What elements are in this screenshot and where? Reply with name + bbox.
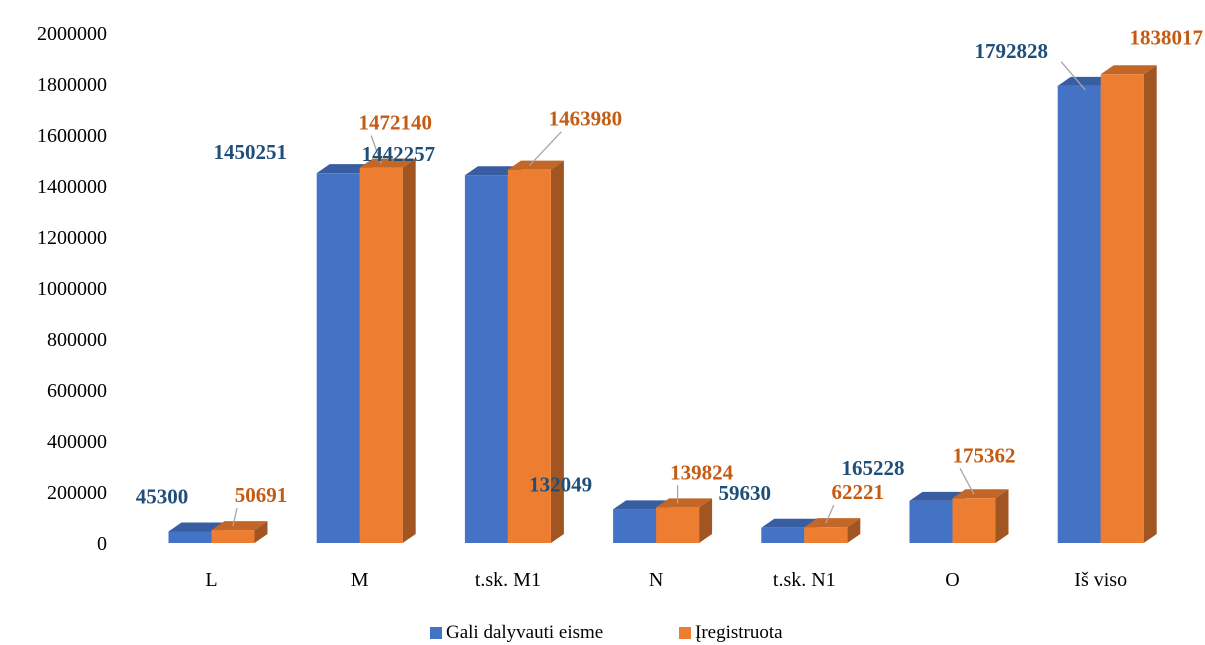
bar-top-face [316, 164, 373, 174]
x-tick-label-4: t.sk. N1 [773, 569, 836, 591]
data-label-iregistruota-5: 175362 [953, 443, 1016, 467]
bar-side-face [995, 489, 1009, 543]
bar-top-face [1057, 76, 1114, 86]
bar-front-face [804, 527, 848, 543]
bar-front-face [1100, 74, 1144, 543]
bar-front-face [464, 175, 508, 543]
bar-front-face [613, 509, 657, 543]
bar-side-face [847, 518, 861, 543]
x-tick-label-0: L [205, 569, 217, 591]
data-label-gali-6: 1792828 [974, 39, 1048, 63]
y-tick-label-0: 0 [97, 533, 107, 555]
bar-top-face [909, 491, 966, 501]
y-tick-label-2: 400000 [47, 431, 107, 453]
bar-iregistruota-3 [656, 498, 713, 543]
data-label-leader-line [825, 504, 835, 524]
plot-area [168, 65, 1157, 544]
bar-top-face [507, 160, 564, 170]
y-tick-label-4: 800000 [47, 329, 107, 351]
data-label-gali-3: 132049 [529, 472, 592, 496]
y-tick-label-8: 1600000 [37, 125, 107, 147]
data-label-gali-5: 165228 [842, 456, 905, 480]
bar-front-face [1057, 85, 1101, 543]
bar-top-face [952, 489, 1009, 499]
legend-label-series-2: Įregistruota [695, 622, 783, 643]
x-tick-label-2: t.sk. M1 [475, 569, 541, 591]
bar-top-face [804, 518, 861, 528]
x-tick-label-5: O [945, 569, 959, 591]
legend-label-series-1: Gali dalyvauti eisme [446, 622, 603, 643]
bar-front-face [909, 500, 953, 543]
bar-top-face [359, 158, 416, 168]
bar-front-face [359, 167, 403, 543]
bar-side-face [699, 498, 713, 543]
bar-iregistruota-0 [211, 521, 268, 543]
data-label-iregistruota-4: 62221 [832, 480, 885, 504]
bar-top-face [656, 498, 713, 508]
legend-swatch-series-2 [679, 627, 691, 639]
data-label-leader-line [528, 131, 562, 167]
y-tick-label-1: 200000 [47, 482, 107, 504]
bar-side-face [550, 160, 564, 543]
bar-top-face [464, 166, 521, 176]
legend: Gali dalyvauti eisme Įregistruota [430, 622, 783, 643]
legend-swatch-series-1 [430, 627, 442, 639]
data-label-leader-line [959, 467, 975, 495]
data-label-iregistruota-1: 1472140 [358, 111, 432, 135]
bar-top-face [1100, 65, 1157, 75]
bar-front-face [168, 531, 212, 543]
data-labels: 45300 50691 1450251 1472140 1442257 1463980 13… [136, 25, 1203, 527]
bar-front-face [761, 527, 805, 543]
data-label-leader-line [1060, 61, 1086, 91]
y-tick-label-3: 600000 [47, 380, 107, 402]
bar-front-face [211, 530, 255, 543]
bar-iregistruota-4 [804, 518, 861, 543]
bar-side-face [254, 521, 268, 543]
data-label-leader-line [370, 135, 382, 164]
y-tick-label-10: 2000000 [37, 23, 107, 45]
data-label-gali-2: 1442257 [362, 142, 436, 166]
bar-top-face [761, 518, 818, 528]
bar-iregistruota-1 [359, 158, 416, 543]
bar-iregistruota-5 [952, 489, 1009, 543]
data-label-iregistruota-2: 1463980 [549, 107, 623, 131]
data-label-gali-4: 59630 [719, 481, 772, 505]
y-tick-label-6: 1200000 [37, 227, 107, 249]
bar-top-face [211, 521, 268, 531]
x-tick-label-3: N [649, 569, 663, 591]
bar-iregistruota-2 [507, 160, 564, 543]
bar-top-face [613, 500, 670, 510]
x-tick-label-1: M [351, 569, 369, 591]
data-label-gali-1: 1450251 [213, 140, 287, 164]
bar-front-face [952, 498, 996, 543]
y-axis: 0 200000 400000 600000 800000 1000000 1200000 1… [37, 23, 107, 555]
data-label-iregistruota-6: 1838017 [1129, 25, 1203, 49]
y-tick-label-7: 1400000 [37, 176, 107, 198]
y-tick-label-9: 1800000 [37, 74, 107, 96]
x-tick-label-6: Iš viso [1074, 569, 1127, 591]
data-label-leader-line [232, 507, 238, 527]
bar-top-face [168, 522, 225, 532]
data-label-iregistruota-3: 139824 [670, 460, 734, 484]
bar-front-face [656, 507, 700, 543]
bar-front-face [316, 173, 360, 544]
bar-side-face [1143, 65, 1157, 543]
bar-front-face [507, 169, 551, 543]
bar-side-face [402, 158, 416, 543]
data-label-iregistruota-0: 50691 [235, 483, 288, 507]
data-label-gali-0: 45300 [136, 484, 189, 508]
y-tick-label-5: 1000000 [37, 278, 107, 300]
bar-iregistruota-6 [1100, 65, 1157, 543]
